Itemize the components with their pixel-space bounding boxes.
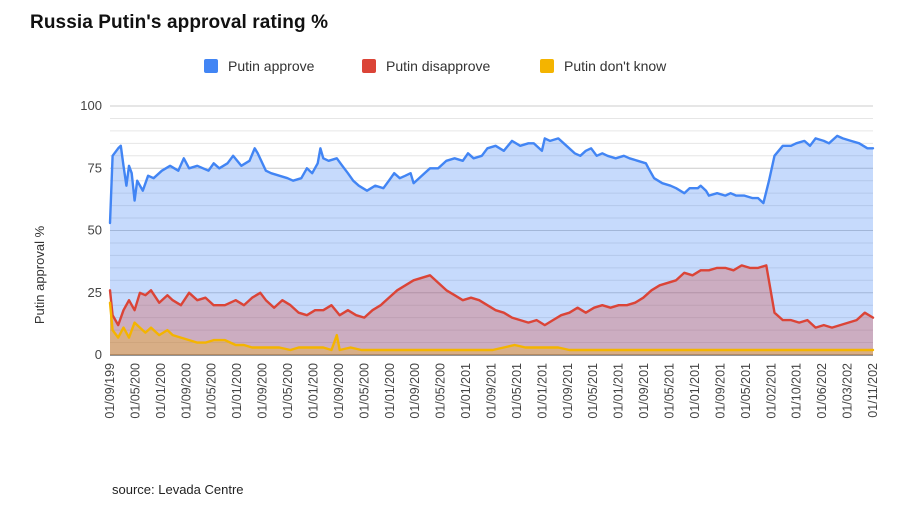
x-tick-label: 01/05/200 — [281, 363, 295, 419]
x-tick-label: 01/05/200 — [357, 363, 371, 419]
x-tick-label: 01/05/200 — [128, 363, 142, 419]
x-tick-label: 01/02/201 — [764, 363, 778, 419]
x-tick-label: 01/01/200 — [230, 363, 244, 419]
gridlines — [110, 105, 873, 356]
y-tick-label: 0 — [95, 347, 102, 362]
x-tick-label: 01/01/201 — [612, 363, 626, 419]
area-approve — [110, 135, 873, 355]
x-tick-label: 01/05/200 — [434, 363, 448, 419]
x-tick-label: 01/09/201 — [561, 363, 575, 419]
x-tick-label: 01/01/200 — [307, 363, 321, 419]
series-lines — [108, 134, 875, 352]
x-tick-label: 01/10/201 — [790, 363, 804, 419]
y-axis: 0 25 50 75 100 — [80, 98, 102, 362]
x-tick-label: 01/05/201 — [586, 363, 600, 419]
legend-swatch-approve — [204, 59, 218, 73]
x-tick-label: 01/01/200 — [154, 363, 168, 419]
series-line-disapprove — [108, 264, 875, 329]
x-tick-label: 01/09/200 — [179, 363, 193, 419]
source-note: source: Levada Centre — [112, 482, 244, 497]
x-tick-label: 01/05/201 — [663, 363, 677, 419]
x-tick-label: 01/01/201 — [535, 363, 549, 419]
x-axis: 01/09/199 01/05/200 01/01/200 01/09/200 01/0… — [103, 363, 880, 419]
series-areas — [110, 135, 873, 355]
area-disapprove — [110, 265, 873, 355]
area-dont-know — [110, 302, 873, 355]
x-tick-label: 01/09/201 — [713, 363, 727, 419]
legend-item-disapprove[interactable]: Putin disapprove — [362, 58, 490, 74]
legend-label-disapprove: Putin disapprove — [386, 58, 491, 74]
x-tick-label: 01/03/202 — [841, 363, 855, 419]
y-tick-label: 50 — [88, 223, 102, 238]
x-tick-label: 01/01/201 — [688, 363, 702, 419]
x-tick-label: 01/05/200 — [205, 363, 219, 419]
x-tick-label: 01/09/201 — [637, 363, 651, 419]
x-tick-label: 01/09/200 — [256, 363, 270, 419]
chart-legend: Putin approve Putin disapprove Putin don… — [0, 58, 900, 78]
legend-label-approve: Putin approve — [228, 58, 315, 74]
x-tick-label: 01/09/200 — [332, 363, 346, 419]
x-tick-label: 01/06/202 — [815, 363, 829, 419]
x-tick-label: 01/01/201 — [459, 363, 473, 419]
chart-title: Russia Putin's approval rating % — [30, 12, 329, 33]
x-tick-label: 01/11/202 — [866, 363, 880, 418]
legend-label-dont-know: Putin don't know — [564, 58, 667, 74]
y-tick-label: 25 — [88, 285, 102, 300]
y-axis-title: Putin approval % — [32, 225, 47, 324]
series-line-dont-know — [108, 301, 875, 352]
x-tick-label: 01/05/201 — [510, 363, 524, 419]
x-tick-label: 01/09/201 — [485, 363, 499, 419]
x-tick-label: 01/05/201 — [739, 363, 753, 419]
x-tick-label: 01/09/200 — [408, 363, 422, 419]
legend-item-dont-know[interactable]: Putin don't know — [540, 58, 666, 74]
legend-swatch-disapprove — [362, 59, 376, 73]
x-tick-label: 01/09/199 — [103, 363, 117, 419]
series-line-approve — [108, 134, 875, 225]
legend-swatch-dont-know — [540, 59, 554, 73]
y-tick-label: 100 — [80, 98, 102, 113]
x-tick-label: 01/01/200 — [383, 363, 397, 419]
y-tick-label: 75 — [88, 160, 102, 175]
legend-item-approve[interactable]: Putin approve — [204, 58, 314, 74]
